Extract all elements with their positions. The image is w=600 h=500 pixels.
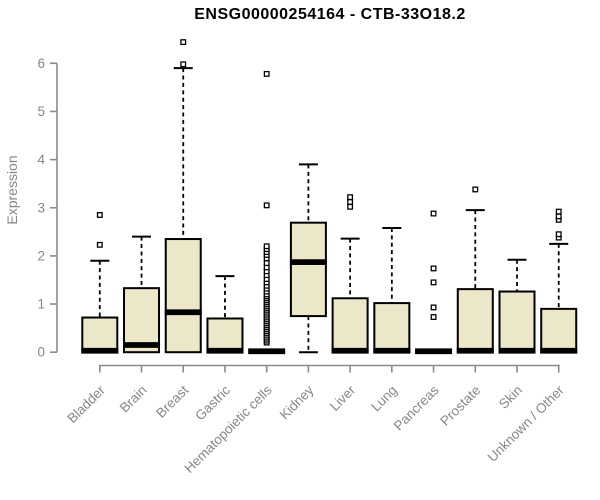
outlier-point-liver bbox=[347, 199, 354, 205]
box-gastric bbox=[206, 317, 244, 354]
y-tick-label: 3 bbox=[37, 200, 45, 215]
box-unknown-other bbox=[540, 307, 578, 354]
outlier-point-hematopoietic-cells bbox=[263, 70, 270, 77]
outlier-point-breast bbox=[180, 39, 187, 46]
box-brain bbox=[123, 287, 161, 354]
outlier-point-prostate bbox=[472, 186, 479, 193]
outlier-point-breast bbox=[180, 61, 187, 68]
outlier-point-liver bbox=[347, 203, 354, 210]
x-tick-label: Prostate bbox=[437, 383, 483, 429]
y-tick-label: 4 bbox=[37, 152, 45, 167]
outlier-point-hematopoietic-cells bbox=[263, 260, 270, 267]
y-tick-label: 2 bbox=[37, 248, 45, 263]
box-kidney bbox=[289, 221, 327, 318]
box-liver bbox=[331, 297, 369, 354]
x-tick-label: Gastric bbox=[192, 382, 233, 423]
box-breast bbox=[164, 238, 202, 354]
x-tick-label: Brain bbox=[117, 383, 150, 416]
outlier-point-unknown-other bbox=[555, 208, 562, 215]
y-tick-label: 5 bbox=[37, 104, 45, 119]
x-tick-label: Pancreas bbox=[391, 382, 442, 433]
y-tick-label: 6 bbox=[37, 56, 45, 71]
box-bladder bbox=[81, 316, 119, 354]
outlier-point-pancreas bbox=[430, 304, 437, 311]
outlier-point-pancreas bbox=[430, 265, 437, 272]
x-tick-label: Lung bbox=[368, 383, 400, 415]
x-tick-label: Bladder bbox=[64, 382, 108, 426]
x-tick-label: Kidney bbox=[277, 382, 317, 422]
box-prostate bbox=[456, 288, 494, 354]
x-tick-label: Unknown / Other bbox=[485, 382, 568, 465]
outlier-point-unknown-other bbox=[555, 231, 562, 238]
outlier-point-bladder bbox=[96, 212, 103, 218]
box-skin bbox=[498, 290, 536, 354]
outlier-point-bladder bbox=[96, 241, 103, 248]
outlier-point-pancreas bbox=[430, 279, 437, 286]
chart-title: ENSG00000254164 - CTB-33O18.2 bbox=[194, 6, 466, 23]
x-tick-label: Breast bbox=[153, 382, 191, 420]
box-lung bbox=[373, 302, 411, 354]
outlier-point-unknown-other bbox=[555, 213, 562, 220]
outlier-point-hematopoietic-cells bbox=[263, 243, 270, 250]
outlier-point-hematopoietic-cells bbox=[263, 202, 270, 209]
outlier-point-pancreas bbox=[430, 210, 437, 217]
y-tick-label: 0 bbox=[37, 345, 45, 360]
y-tick-label: 1 bbox=[37, 297, 45, 312]
x-tick-label: Skin bbox=[496, 383, 525, 412]
x-tick-label: Liver bbox=[327, 382, 359, 414]
outlier-point-liver bbox=[347, 194, 354, 201]
outlier-point-pancreas bbox=[430, 314, 437, 321]
